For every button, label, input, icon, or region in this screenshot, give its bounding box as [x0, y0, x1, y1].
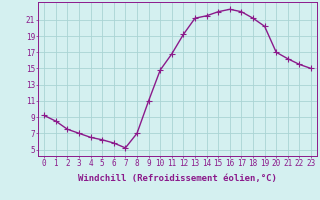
X-axis label: Windchill (Refroidissement éolien,°C): Windchill (Refroidissement éolien,°C) [78, 174, 277, 183]
